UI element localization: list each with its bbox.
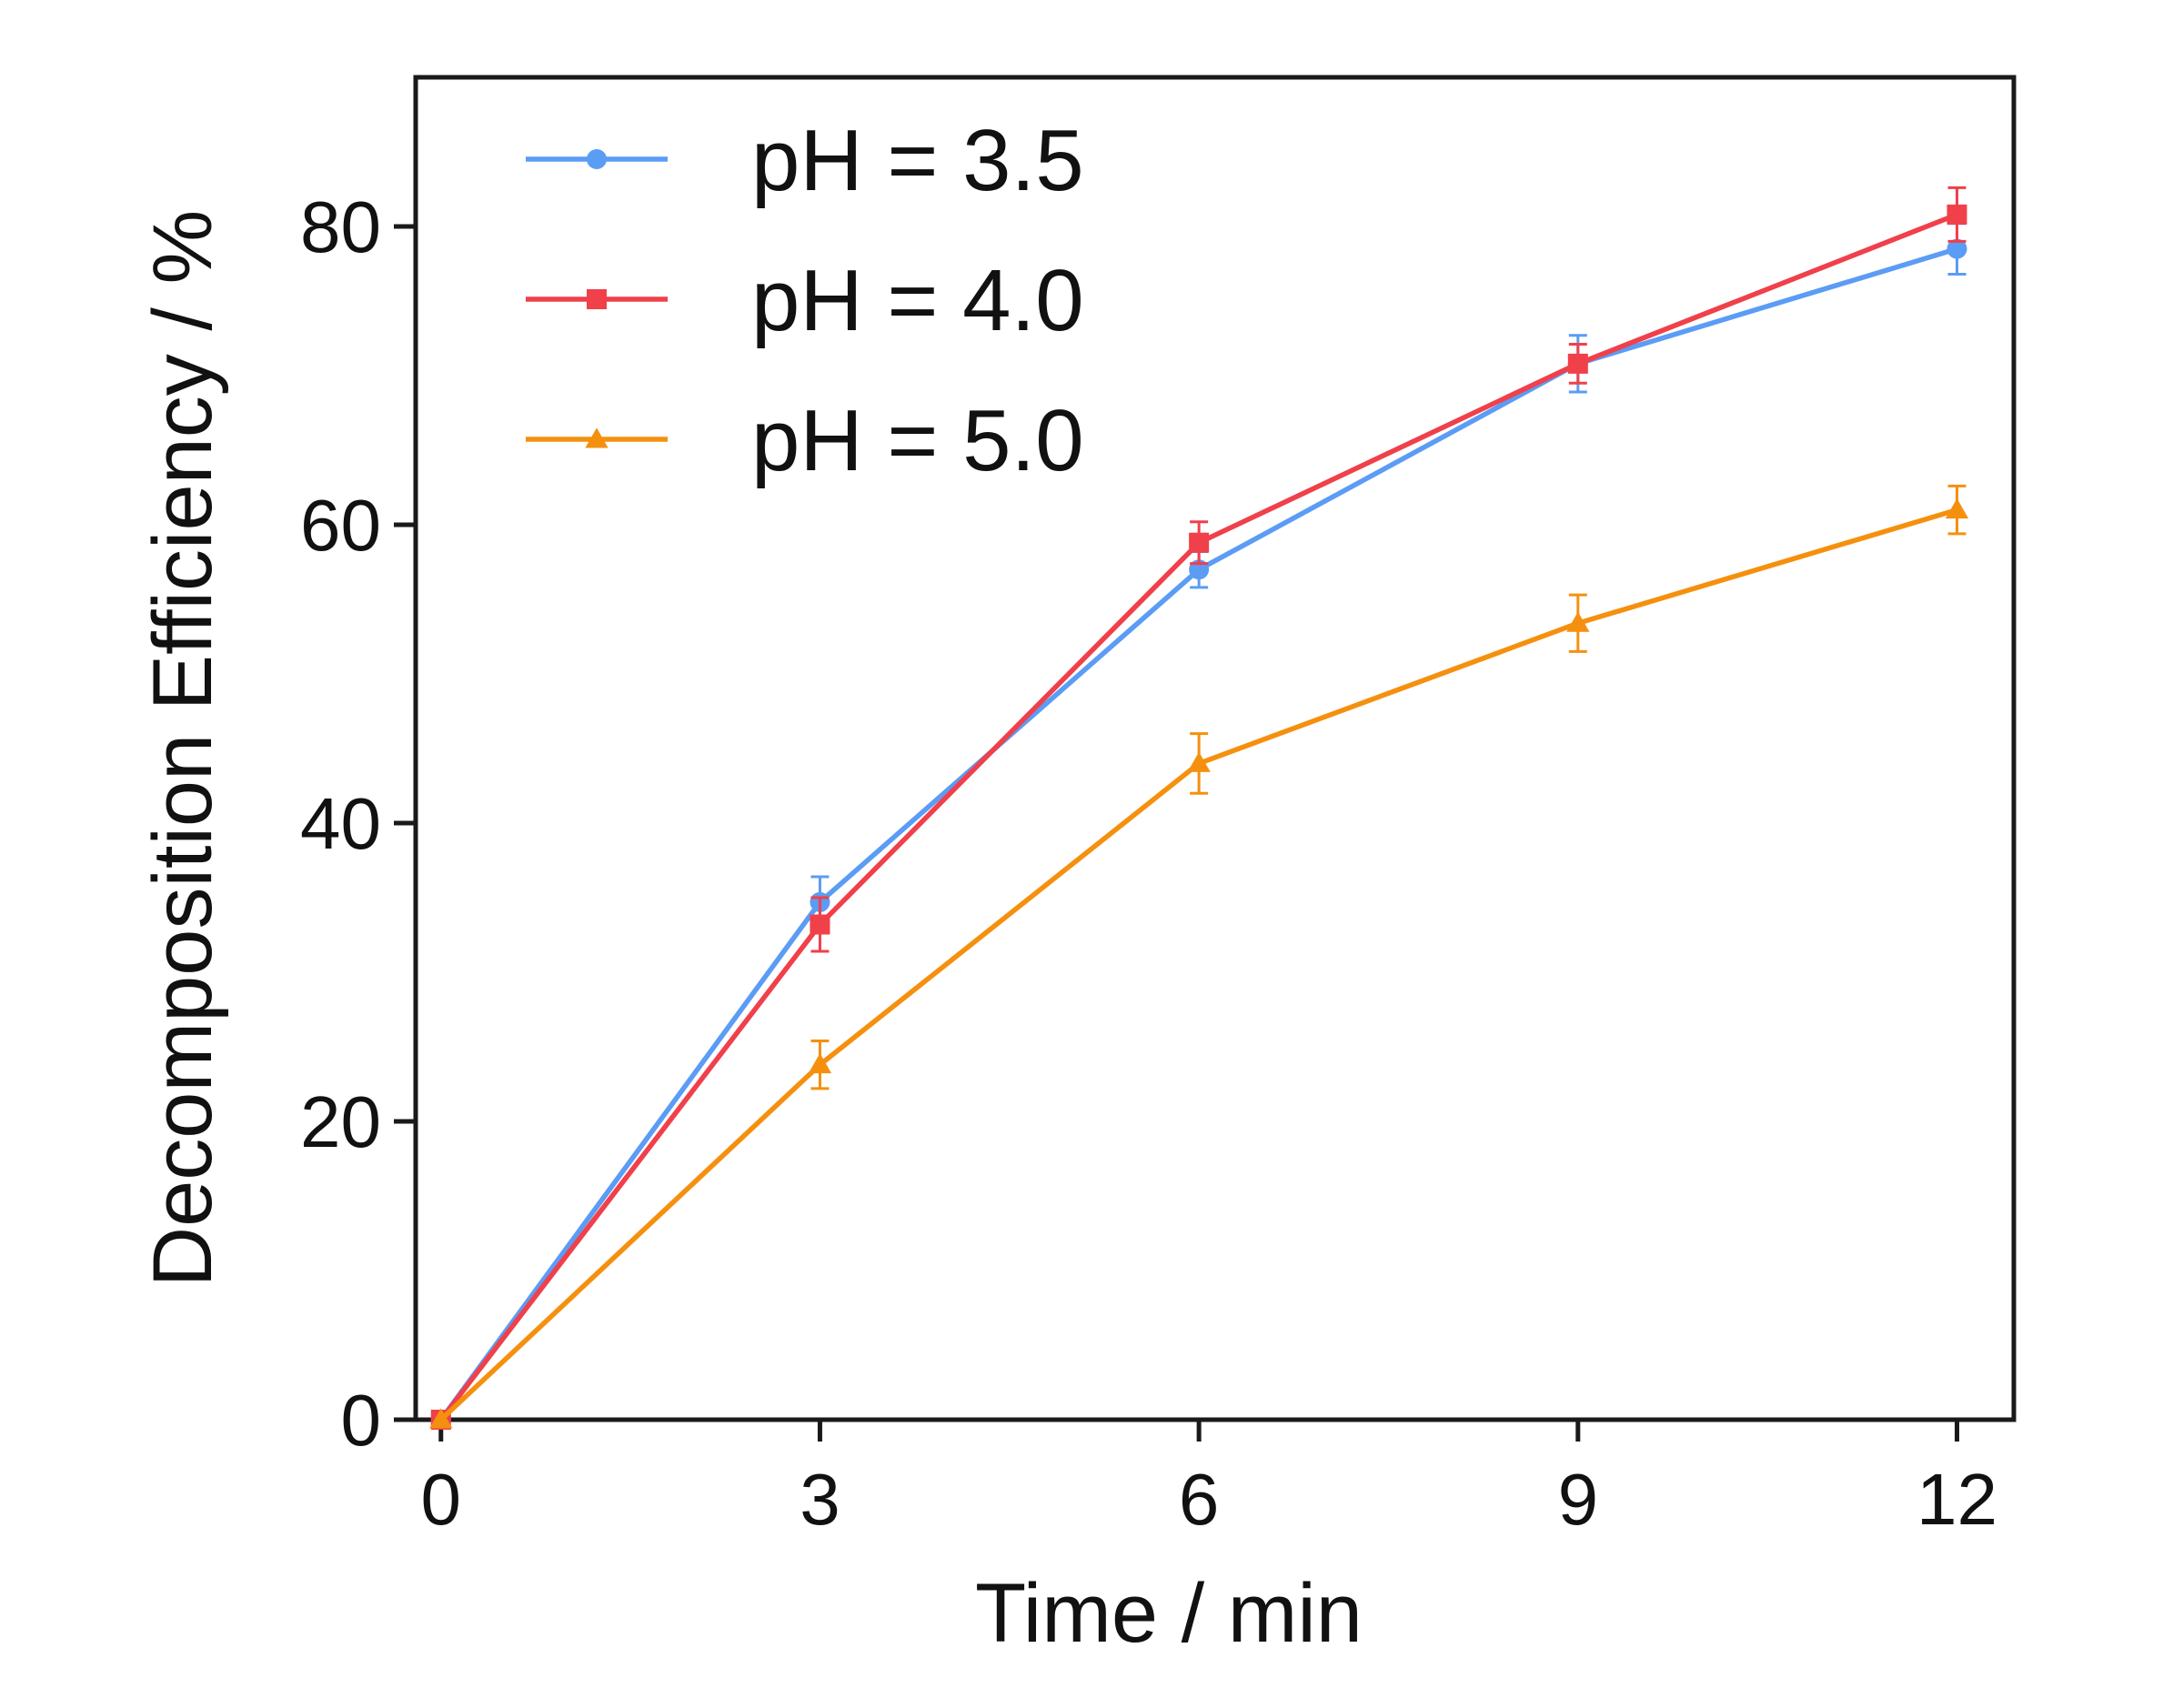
- data-point: [810, 914, 830, 935]
- series-3: [429, 484, 1969, 1429]
- y-tick-label: 80: [300, 186, 381, 267]
- x-axis: 0 3 6 9 12: [421, 1420, 1997, 1540]
- legend: pH = 3.5 pH = 4.0 pH = 5.0: [526, 112, 1084, 489]
- legend-label: pH = 3.5: [751, 112, 1084, 209]
- x-tick-label: 3: [800, 1459, 840, 1540]
- data-point: [1567, 353, 1588, 374]
- series-line: [438, 507, 1958, 1422]
- legend-label: pH = 4.0: [751, 252, 1084, 349]
- data-point: [808, 1053, 832, 1074]
- data-point: [1566, 611, 1590, 632]
- x-tick-label: 12: [1916, 1459, 1997, 1540]
- y-tick-label: 60: [300, 485, 381, 566]
- data-point: [1947, 238, 1967, 259]
- data-point: [1947, 204, 1967, 225]
- x-tick-label: 9: [1558, 1459, 1599, 1540]
- y-tick-label: 20: [300, 1081, 381, 1162]
- legend-label: pH = 5.0: [751, 392, 1084, 489]
- x-axis-label: Time / min: [975, 1567, 1363, 1660]
- series-2: [430, 186, 1967, 1430]
- y-axis-label: Decomposition Efficiency / %: [136, 210, 229, 1288]
- series-1: [430, 222, 1967, 1430]
- x-tick-label: 0: [421, 1459, 462, 1540]
- y-tick-label: 40: [300, 783, 381, 864]
- plot-frame: [413, 75, 2017, 1422]
- data-point: [1945, 497, 1969, 519]
- data-point: [585, 427, 609, 448]
- data-point: [429, 1408, 453, 1429]
- y-tick-label: 0: [341, 1380, 382, 1461]
- series-line: [438, 246, 1958, 1422]
- data-point: [1187, 751, 1211, 772]
- y-axis: 0 20 40 60 80: [300, 186, 416, 1461]
- x-tick-label: 6: [1179, 1459, 1220, 1540]
- data-point: [1189, 532, 1210, 553]
- data-point: [587, 149, 607, 169]
- data-point: [587, 289, 607, 309]
- series-layer: [429, 186, 1969, 1430]
- series-line: [438, 212, 1958, 1422]
